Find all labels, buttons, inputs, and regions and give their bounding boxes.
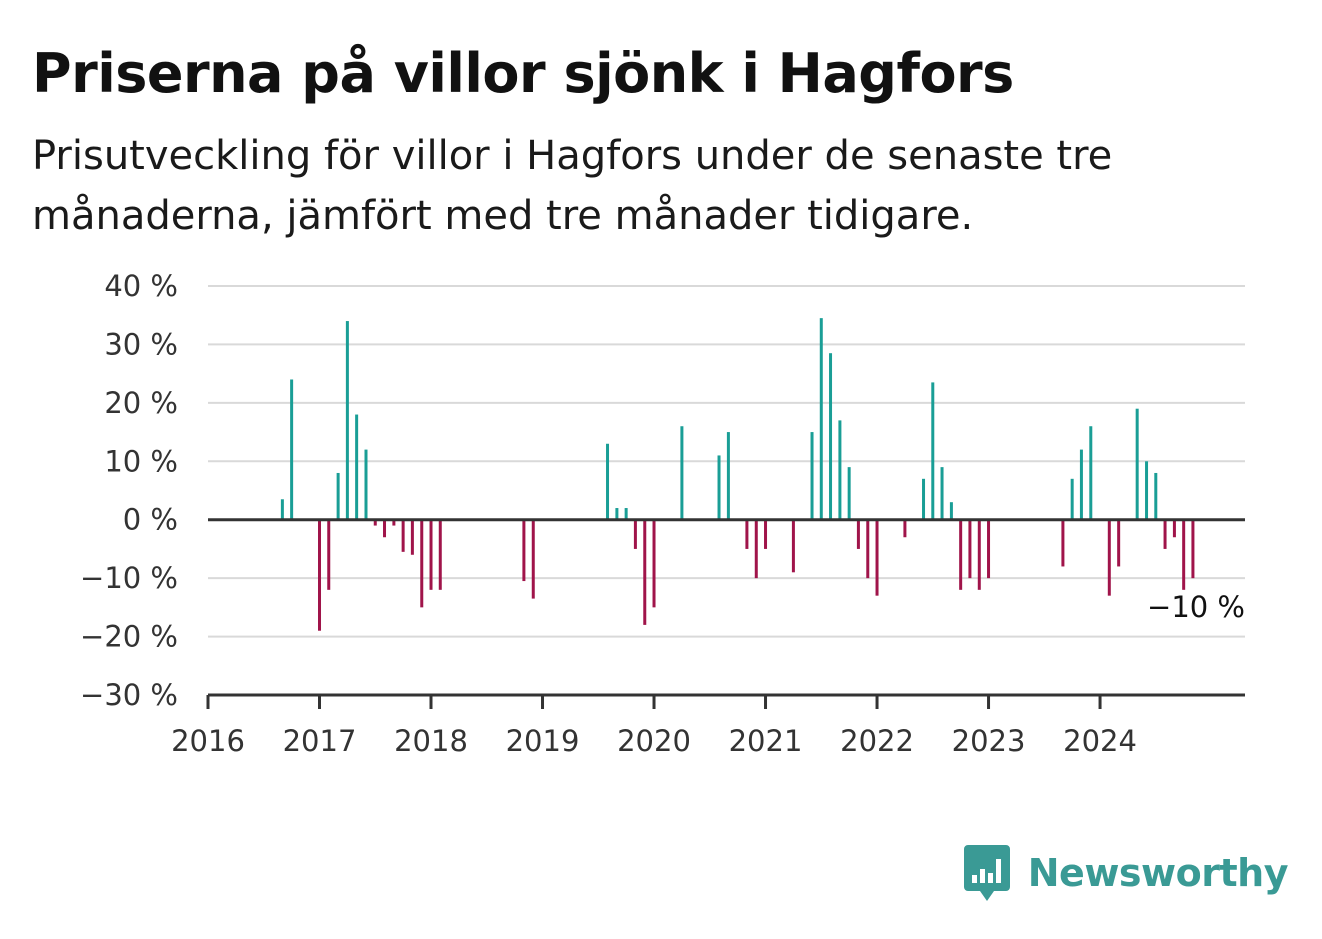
grid-lines xyxy=(208,285,1245,638)
last-value-label: −10 % xyxy=(1147,590,1245,624)
bar xyxy=(392,519,396,526)
bar xyxy=(866,519,870,579)
y-tick-label: 30 % xyxy=(104,327,178,361)
brand-logo: Newsworthy xyxy=(963,845,1289,901)
bar xyxy=(968,519,972,579)
bar xyxy=(438,519,442,590)
bar xyxy=(355,414,359,520)
bar xyxy=(875,519,879,596)
bar xyxy=(754,519,758,579)
x-tick-label: 2020 xyxy=(617,724,691,758)
bar xyxy=(531,519,535,599)
bar xyxy=(652,519,656,608)
y-tick-label: −20 % xyxy=(80,620,178,654)
bar xyxy=(829,353,833,520)
chart-title: Priserna på villor sjönk i Hagfors xyxy=(32,42,1014,105)
bar xyxy=(318,519,322,631)
x-tick-label: 2021 xyxy=(729,724,803,758)
bar xyxy=(410,519,414,555)
bar xyxy=(280,499,284,520)
bar xyxy=(606,443,610,520)
axes xyxy=(206,518,1245,709)
bar xyxy=(420,519,424,608)
bar xyxy=(336,472,340,520)
bar xyxy=(633,519,637,549)
bar xyxy=(745,519,749,549)
bar xyxy=(1117,519,1121,567)
y-tick-label: 0 % xyxy=(123,503,178,537)
bar xyxy=(819,318,823,520)
bar xyxy=(1089,426,1093,520)
bar xyxy=(922,478,926,520)
x-tick-label: 2016 xyxy=(171,724,245,758)
bar xyxy=(643,519,647,625)
bar xyxy=(940,467,944,520)
bar xyxy=(717,455,721,520)
labels: 40 % 30 % 20 % 10 % 0 % −10 % −20 % −30 % 2016 20… xyxy=(80,269,1245,758)
x-tick-label: 2019 xyxy=(506,724,580,758)
bar xyxy=(1061,519,1065,567)
bar xyxy=(847,467,851,520)
bar xyxy=(1182,519,1186,590)
bar xyxy=(1107,519,1111,596)
x-tick-label: 2023 xyxy=(952,724,1026,758)
bar xyxy=(726,432,730,520)
bar xyxy=(791,519,795,573)
y-tick-label: 40 % xyxy=(104,269,178,303)
bar xyxy=(1079,449,1083,520)
bar xyxy=(383,519,387,538)
y-tick-label: 20 % xyxy=(104,386,178,420)
bar xyxy=(1135,408,1139,520)
bar xyxy=(1154,472,1158,520)
bar xyxy=(856,519,860,549)
bar xyxy=(764,519,768,549)
bar xyxy=(680,426,684,520)
newsworthy-logo-icon xyxy=(963,845,1010,901)
bar xyxy=(624,508,628,520)
bar xyxy=(327,519,331,590)
bar xyxy=(1191,519,1195,579)
y-tick-label: −30 % xyxy=(80,678,178,712)
chart-subtitle: Prisutveckling för villor i Hagfors unde… xyxy=(32,133,1113,239)
bar xyxy=(810,432,814,520)
bar xyxy=(290,379,294,520)
x-tick-label: 2022 xyxy=(840,724,914,758)
bar xyxy=(959,519,963,590)
bar xyxy=(1163,519,1167,549)
bar xyxy=(838,420,842,520)
bar xyxy=(1172,519,1176,538)
bar xyxy=(949,502,953,520)
bar xyxy=(345,321,349,520)
bar xyxy=(931,382,935,520)
bar xyxy=(364,449,368,520)
bar xyxy=(401,519,405,552)
bar xyxy=(429,519,433,590)
x-tick-label: 2018 xyxy=(394,724,468,758)
x-tick-label: 2017 xyxy=(283,724,357,758)
bar xyxy=(615,508,619,520)
bar xyxy=(1145,461,1149,520)
bar xyxy=(977,519,981,590)
bar xyxy=(987,519,991,579)
bar xyxy=(522,519,526,582)
x-tick-label: 2024 xyxy=(1063,724,1137,758)
y-tick-label: 10 % xyxy=(104,444,178,478)
brand-name: Newsworthy xyxy=(1027,851,1289,895)
bar xyxy=(373,519,377,526)
bar-chart: 40 % 30 % 20 % 10 % 0 % −10 % −20 % −30 % 2016 20… xyxy=(80,269,1245,758)
bar xyxy=(903,519,907,538)
bars xyxy=(280,318,1195,631)
bar xyxy=(1070,478,1074,520)
y-tick-label: −10 % xyxy=(80,561,178,595)
